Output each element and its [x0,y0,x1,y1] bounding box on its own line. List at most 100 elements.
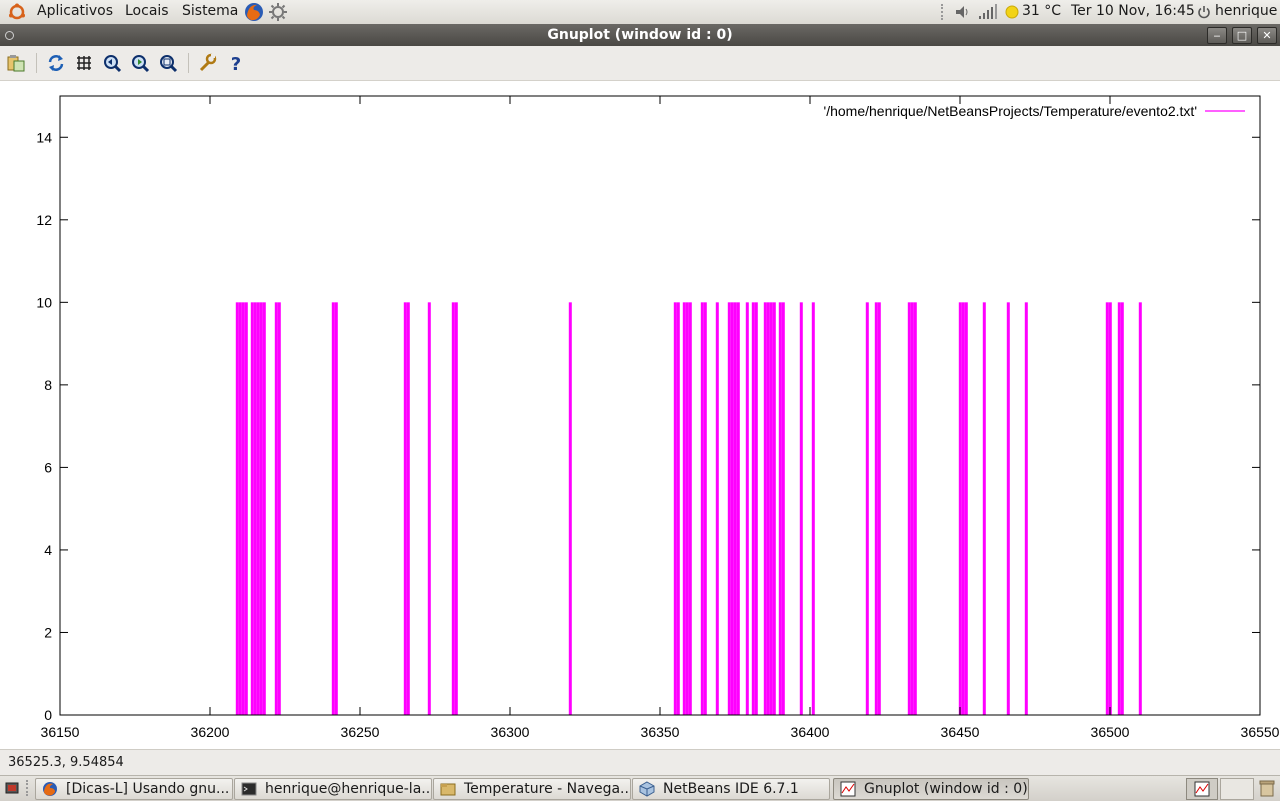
y-tick-label: 4 [44,542,52,558]
x-tick-label: 36200 [191,724,230,740]
bar [910,302,914,715]
bar [682,302,686,715]
bar [736,302,740,715]
menu-locais[interactable]: Locais [125,3,169,19]
bar [688,302,692,715]
bar [241,302,245,715]
bar [685,302,689,715]
weather-sun-icon [1005,5,1019,19]
ticks-group: 36150 36200 36250 36300 36350 36400 36450 36500… [36,96,1280,740]
bar [958,302,962,715]
bar [751,302,755,715]
close-button[interactable]: ✕ [1257,27,1277,44]
bar [778,302,782,715]
user-menu[interactable]: henrique [1215,3,1278,19]
network-signal-icon[interactable] [977,4,999,20]
workspace-2[interactable] [1220,778,1254,800]
y-tick-label: 10 [36,294,52,310]
settings-icon[interactable] [198,53,218,73]
y-tick-label: 8 [44,377,52,393]
x-tick-label: 36450 [941,724,980,740]
maximize-button[interactable]: □ [1232,27,1252,44]
zoom-previous-icon[interactable] [102,53,122,73]
plot-canvas[interactable]: 36150 36200 36250 36300 36350 36400 36450 36500… [0,81,1280,749]
zoom-next-icon[interactable] [130,53,150,73]
task-gnuplot[interactable]: Gnuplot (window id : 0) [833,778,1029,800]
statusbar: 36525.3, 9.54854 [0,749,1280,776]
workspace-thumbnail-icon [1194,781,1210,797]
bar [799,302,803,715]
menu-aplicativos[interactable]: Aplicativos [37,3,114,19]
bar [1105,302,1109,715]
y-tick-label: 6 [44,459,52,475]
firefox-icon [43,782,57,796]
bar [238,302,242,715]
bar [772,302,776,715]
x-tick-label: 36400 [791,724,830,740]
bar [451,302,455,715]
volume-icon[interactable] [954,4,972,20]
bar [1006,302,1010,715]
minimize-button[interactable]: ‒ [1207,27,1227,44]
top-panel: Aplicativos Locais Sistema 31 °C Ter 10 … [0,0,1280,25]
toolbar: ? [0,46,1280,81]
bar [250,302,254,715]
power-icon [1198,6,1210,19]
window-menu-icon[interactable] [5,31,14,40]
panel-handle-icon [941,4,947,20]
bar [964,302,968,715]
bar [259,302,263,715]
task-terminal[interactable]: henrique@henrique-la... [234,778,432,800]
bar [406,302,410,715]
help-icon[interactable]: ? [226,53,246,73]
bar [244,302,248,715]
bar [961,302,965,715]
bar [253,302,257,715]
bar [865,302,869,715]
toolbar-separator [36,53,37,73]
taskbar: [Dicas-L] Usando gnu... henrique@henriqu… [0,775,1280,801]
task-label: [Dicas-L] Usando gnu... [66,781,230,797]
window-titlebar[interactable]: Gnuplot (window id : 0) ‒ □ ✕ [0,24,1280,46]
copy-to-clipboard-icon[interactable] [6,53,26,73]
clock[interactable]: Ter 10 Nov, 16:45 [1071,3,1195,19]
bar [274,302,278,715]
y-tick-label: 12 [36,212,52,228]
ubuntu-logo-icon[interactable] [8,3,26,21]
bar [703,302,707,715]
grid-icon[interactable] [74,53,94,73]
bar [262,302,266,715]
bar [730,302,734,715]
task-label: henrique@henrique-la... [265,781,432,797]
workspace-1[interactable] [1186,778,1218,800]
task-firefox[interactable]: [Dicas-L] Usando gnu... [35,778,233,800]
netbeans-icon [639,781,655,797]
bar [733,302,737,715]
bar [781,302,785,715]
bar [763,302,767,715]
plot-svg[interactable]: 36150 36200 36250 36300 36350 36400 36450 36500… [0,81,1280,749]
task-netbeans[interactable]: NetBeans IDE 6.7.1 [632,778,830,800]
bar [256,302,260,715]
trash-icon[interactable] [1257,778,1277,798]
bar [745,302,749,715]
weather-temperature[interactable]: 31 °C [1022,3,1062,19]
task-file-browser[interactable]: Temperature - Navega... [433,778,631,800]
bar [331,302,335,715]
bars-group [235,302,1142,715]
bar [811,302,815,715]
bar [1117,302,1121,715]
svg-text:?: ? [231,54,241,73]
autoscale-icon[interactable] [158,53,178,73]
x-tick-label: 36150 [41,724,80,740]
show-desktop-icon[interactable] [5,781,19,795]
menu-sistema[interactable]: Sistema [182,3,239,19]
x-tick-label: 36550 [1241,724,1280,740]
settings-launcher-icon[interactable] [268,2,288,22]
x-tick-label: 36500 [1091,724,1130,740]
y-tick-label: 0 [44,707,52,723]
replot-icon[interactable] [46,53,66,73]
taskbar-handle-icon [26,780,32,796]
firefox-launcher-icon[interactable] [243,1,265,23]
bar [1138,302,1142,715]
